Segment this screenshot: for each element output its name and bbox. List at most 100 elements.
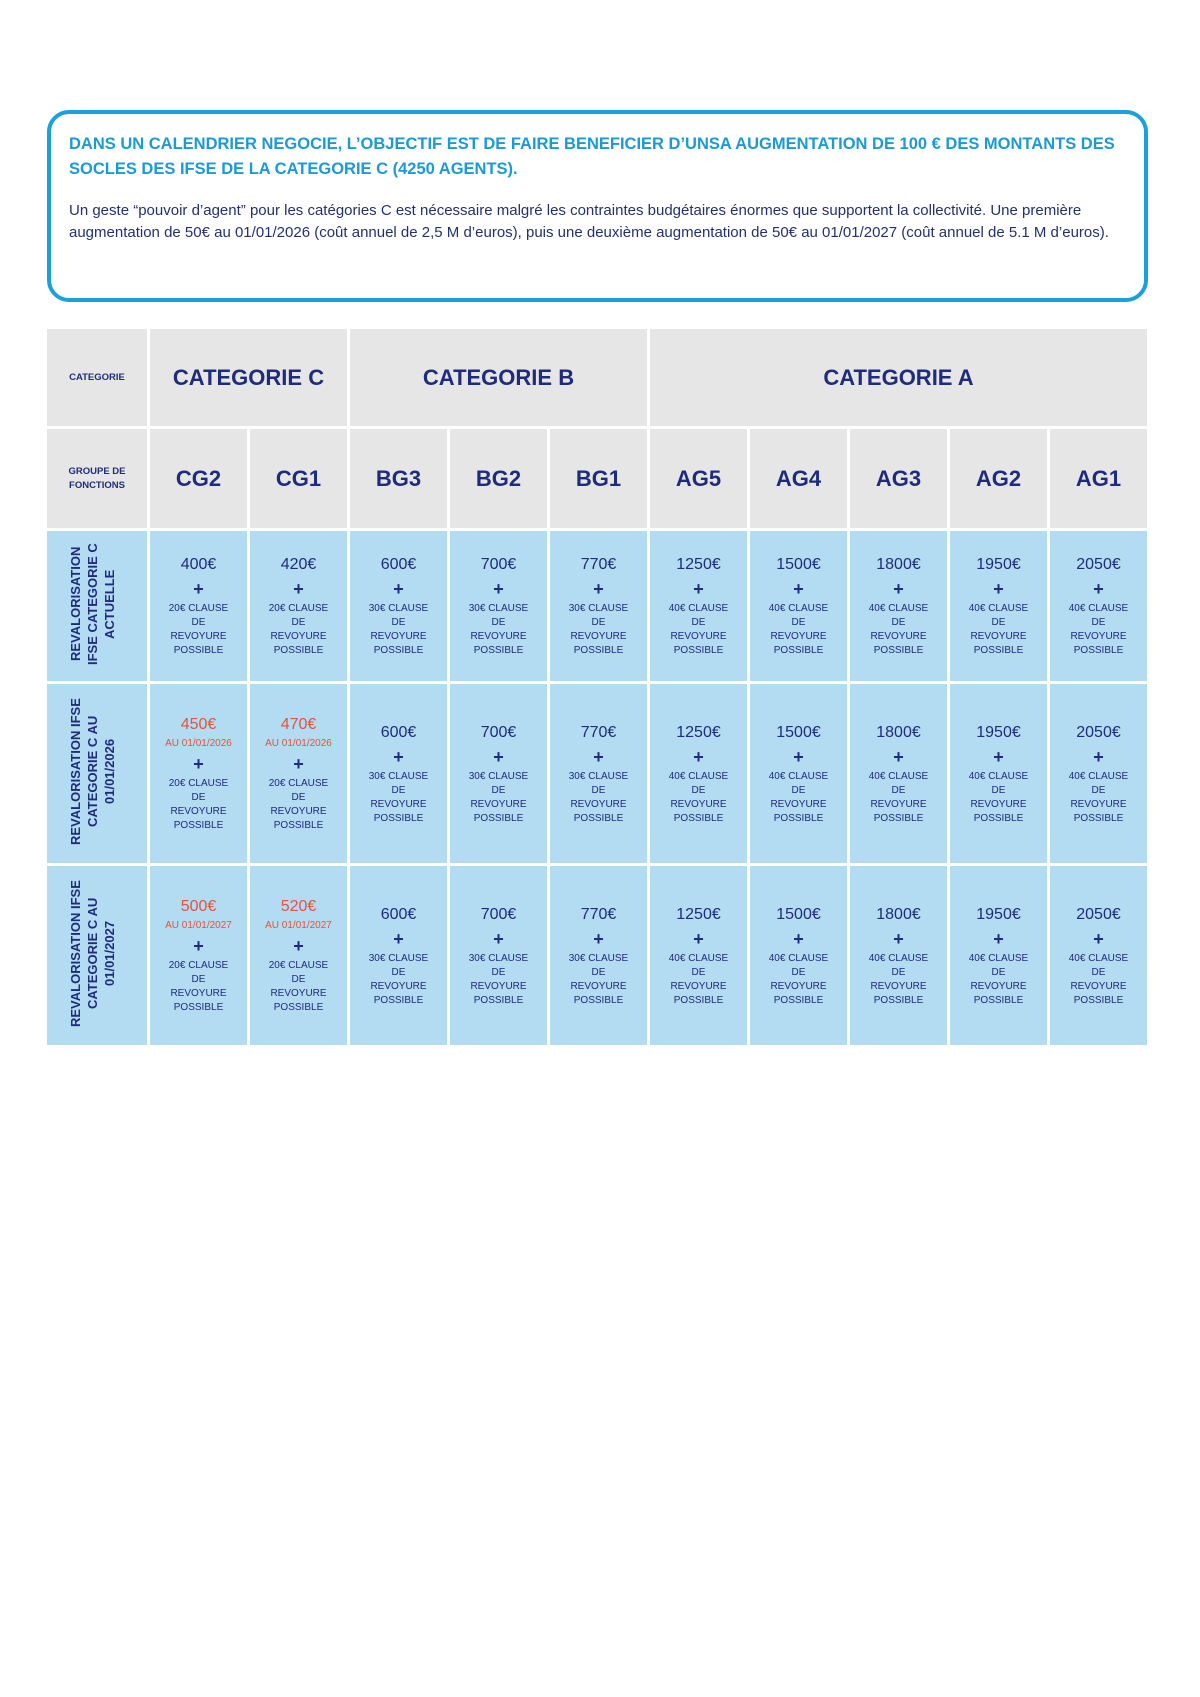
clause-note: 20€ CLAUSE DE REVOYURE POSSIBLE — [168, 960, 229, 1013]
plus-sign: + — [693, 579, 704, 599]
plus-sign: + — [793, 928, 804, 949]
table-cell: 1800€ +40€ CLAUSE DE REVOYURE POSSIBLE — [850, 866, 947, 1045]
amount: 770€ — [580, 723, 617, 741]
plus-sign: + — [893, 928, 904, 949]
clause-note: 40€ CLAUSE DE REVOYURE POSSIBLE — [768, 603, 829, 656]
category-b-header: CATEGORIE B — [350, 329, 647, 426]
amount: 600€ — [380, 556, 417, 573]
group-header-cg2: CG2 — [150, 429, 247, 528]
table-cell: 450€ AU 01/01/2026 +20€ CLAUSE DE REVOYURE… — [150, 684, 247, 863]
row-label-text: REVALORISATION IFSE CATEGORIE C AU 01/01… — [68, 879, 117, 1027]
group-header-ag3: AG3 — [850, 429, 947, 528]
amount: 400€ — [180, 556, 217, 573]
clause-note: 30€ CLAUSE DE REVOYURE POSSIBLE — [468, 770, 529, 824]
table-cell: 700€ +30€ CLAUSE DE REVOYURE POSSIBLE — [450, 684, 547, 863]
clause-note: 20€ CLAUSE DE REVOYURE POSSIBLE — [268, 603, 329, 656]
plus-sign: + — [193, 579, 204, 599]
table-row: REVALORISATION IFSE CATEGORIE C AU 01/01… — [47, 684, 1147, 863]
amount: 500€ — [180, 898, 217, 915]
amount: 450€ — [180, 716, 217, 733]
effective-date: AU 01/01/2027 — [265, 920, 332, 931]
table-cell: 2050€ +40€ CLAUSE DE REVOYURE POSSIBLE — [1050, 684, 1147, 863]
amount: 2050€ — [1076, 556, 1121, 573]
amount: 520€ — [280, 898, 317, 915]
plus-sign: + — [793, 746, 804, 767]
table-cell: 1950€ +40€ CLAUSE DE REVOYURE POSSIBLE — [950, 531, 1047, 681]
amount: 1250€ — [676, 556, 721, 573]
table-cell: 770€ +30€ CLAUSE DE REVOYURE POSSIBLE — [550, 531, 647, 681]
clause-note: 40€ CLAUSE DE REVOYURE POSSIBLE — [968, 952, 1029, 1006]
plus-sign: + — [993, 579, 1004, 599]
group-header-cg1: CG1 — [250, 429, 347, 528]
clause-note: 30€ CLAUSE DE REVOYURE POSSIBLE — [568, 952, 629, 1006]
category-c-header: CATEGORIE C — [150, 329, 347, 426]
plus-sign: + — [993, 928, 1004, 949]
amount: 1950€ — [976, 723, 1021, 741]
clause-note: 40€ CLAUSE DE REVOYURE POSSIBLE — [1068, 770, 1129, 824]
clause-note: 30€ CLAUSE DE REVOYURE POSSIBLE — [368, 770, 429, 824]
clause-note: 40€ CLAUSE DE REVOYURE POSSIBLE — [668, 770, 729, 824]
amount: 770€ — [580, 556, 617, 573]
table-cell: 1250€ +40€ CLAUSE DE REVOYURE POSSIBLE — [650, 866, 747, 1045]
amount: 1800€ — [876, 723, 921, 741]
intro-body: Un geste “pouvoir d’agent” pour les caté… — [69, 202, 1109, 241]
clause-note: 40€ CLAUSE DE REVOYURE POSSIBLE — [768, 952, 829, 1006]
amount: 2050€ — [1076, 723, 1121, 741]
table-cell: 2050€ +40€ CLAUSE DE REVOYURE POSSIBLE — [1050, 866, 1147, 1045]
clause-note: 40€ CLAUSE DE REVOYURE POSSIBLE — [668, 603, 729, 656]
row-label-groupe-text: GROUPE DE FONCTIONS — [68, 465, 126, 491]
table-cell: 600€ +30€ CLAUSE DE REVOYURE POSSIBLE — [350, 684, 447, 863]
table-cell: 700€ +30€ CLAUSE DE REVOYURE POSSIBLE — [450, 531, 547, 681]
amount: 1250€ — [676, 723, 721, 741]
plus-sign: + — [393, 928, 404, 949]
plus-sign: + — [1093, 746, 1104, 767]
row-label: REVALORISATION IFSE CATEGORIE C AU 01/01… — [47, 684, 147, 863]
plus-sign: + — [1093, 928, 1104, 949]
amount: 1250€ — [676, 905, 721, 923]
row-label: REVALORISATION IFSE CATEGORIE C AU 01/01… — [47, 866, 147, 1045]
row-label-text: REVALORISATION IFSE CATEGORIE C ACTUELLE — [68, 542, 117, 665]
plus-sign: + — [393, 579, 404, 599]
plus-sign: + — [293, 754, 304, 774]
table-row: REVALORISATION IFSE CATEGORIE C AU 01/01… — [47, 866, 1147, 1045]
plus-sign: + — [993, 746, 1004, 767]
table-cell: 600€ +30€ CLAUSE DE REVOYURE POSSIBLE — [350, 531, 447, 681]
clause-note: 40€ CLAUSE DE REVOYURE POSSIBLE — [868, 603, 929, 656]
table-cell: 500€ AU 01/01/2027 +20€ CLAUSE DE REVOYURE… — [150, 866, 247, 1045]
plus-sign: + — [793, 579, 804, 599]
plus-sign: + — [293, 936, 304, 956]
amount: 470€ — [280, 716, 317, 733]
clause-note: 40€ CLAUSE DE REVOYURE POSSIBLE — [968, 603, 1029, 656]
table-cell: 400€ +20€ CLAUSE DE REVOYURE POSSIBLE — [150, 531, 247, 681]
clause-note: 40€ CLAUSE DE REVOYURE POSSIBLE — [968, 770, 1029, 824]
table-cell: 2050€ +40€ CLAUSE DE REVOYURE POSSIBLE — [1050, 531, 1147, 681]
table-cell: 420€ +20€ CLAUSE DE REVOYURE POSSIBLE — [250, 531, 347, 681]
table-cell: 700€ +30€ CLAUSE DE REVOYURE POSSIBLE — [450, 866, 547, 1045]
table-cell: 1950€ +40€ CLAUSE DE REVOYURE POSSIBLE — [950, 684, 1047, 863]
table-cell: 1500€ +40€ CLAUSE DE REVOYURE POSSIBLE — [750, 684, 847, 863]
ifse-table: CATEGORIE CATEGORIE C CATEGORIE B CATEGO… — [44, 326, 1150, 1048]
plus-sign: + — [493, 746, 504, 767]
intro-title: DANS UN CALENDRIER NEGOCIE, L’OBJECTIF E… — [69, 135, 1115, 178]
clause-note: 30€ CLAUSE DE REVOYURE POSSIBLE — [568, 603, 629, 656]
group-header-bg1: BG1 — [550, 429, 647, 528]
table-cell: 600€ +30€ CLAUSE DE REVOYURE POSSIBLE — [350, 866, 447, 1045]
plus-sign: + — [593, 928, 604, 949]
plus-sign: + — [693, 928, 704, 949]
group-header-bg2: BG2 — [450, 429, 547, 528]
group-header-ag4: AG4 — [750, 429, 847, 528]
plus-sign: + — [1093, 579, 1104, 599]
table-cell: 470€ AU 01/01/2026 +20€ CLAUSE DE REVOYURE… — [250, 684, 347, 863]
plus-sign: + — [593, 746, 604, 767]
clause-note: 40€ CLAUSE DE REVOYURE POSSIBLE — [1068, 952, 1129, 1006]
plus-sign: + — [893, 746, 904, 767]
table-cell: 1800€ +40€ CLAUSE DE REVOYURE POSSIBLE — [850, 684, 947, 863]
table-cell: 1250€ +40€ CLAUSE DE REVOYURE POSSIBLE — [650, 531, 747, 681]
clause-note: 20€ CLAUSE DE REVOYURE POSSIBLE — [268, 778, 329, 831]
effective-date: AU 01/01/2026 — [165, 738, 232, 749]
amount: 1950€ — [976, 905, 1021, 923]
table-cell: 1500€ +40€ CLAUSE DE REVOYURE POSSIBLE — [750, 866, 847, 1045]
group-header-ag2: AG2 — [950, 429, 1047, 528]
plus-sign: + — [193, 754, 204, 774]
amount: 420€ — [280, 556, 317, 573]
